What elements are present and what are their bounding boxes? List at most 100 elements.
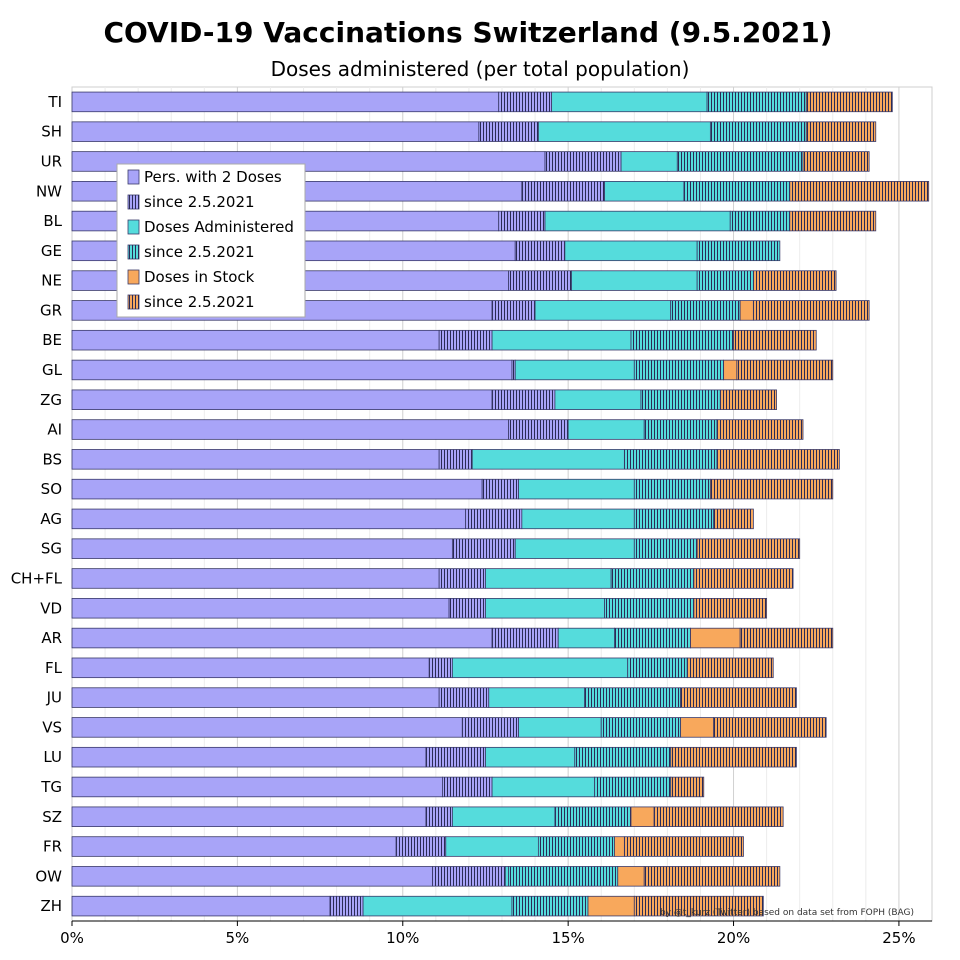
bar-segment-hatch xyxy=(462,717,519,738)
bar-segment xyxy=(485,747,575,768)
bar-segment-hatch xyxy=(439,687,489,708)
bar-segment-hatch xyxy=(627,657,688,678)
bar-segment-hatch xyxy=(439,568,486,589)
bar-segment xyxy=(363,896,512,916)
legend-label: Doses Administered xyxy=(144,218,294,236)
bar-segment-hatch xyxy=(654,806,784,827)
category-label: CH+FL xyxy=(11,569,63,587)
bar-segment-hatch xyxy=(574,747,671,768)
bar-segment xyxy=(518,717,602,738)
bar-segment-hatch xyxy=(634,479,711,499)
bar-segment-outline xyxy=(789,181,930,202)
bar-segment-hatch xyxy=(624,836,744,857)
bar-segment-outline xyxy=(805,121,877,142)
bar-segment-hatch xyxy=(604,598,694,619)
bar-segment xyxy=(614,836,625,857)
bar-segment xyxy=(723,360,737,380)
category-label: JU xyxy=(46,689,62,707)
bar-segment xyxy=(472,449,625,470)
bar-segment xyxy=(72,360,512,380)
x-tick-label: 20% xyxy=(717,929,750,947)
bar-segment xyxy=(740,300,754,321)
bar-segment-outline xyxy=(686,657,774,679)
bar-segment xyxy=(72,717,463,738)
legend-swatch-hatch xyxy=(128,245,139,259)
category-label: OW xyxy=(35,867,62,885)
category-label: FR xyxy=(43,838,62,856)
bar-segment xyxy=(518,479,635,499)
category-label: VS xyxy=(42,718,62,736)
bar-segment xyxy=(551,92,708,112)
bar-segment-hatch xyxy=(425,747,486,768)
bar-segment-outline xyxy=(713,717,827,738)
x-tick-label: 0% xyxy=(60,929,84,947)
bar-segment-hatch xyxy=(432,866,506,887)
bar-segment-hatch xyxy=(806,121,876,142)
bar-segment-hatch xyxy=(789,181,929,202)
bar-segment-hatch xyxy=(538,836,615,857)
bar-segment-hatch xyxy=(439,449,473,470)
bar-segment xyxy=(72,121,479,142)
bar-segment-outline xyxy=(739,627,834,649)
bar-segment-hatch xyxy=(611,568,694,589)
bar-segment xyxy=(604,181,684,202)
bar-segment-hatch xyxy=(492,389,555,410)
bar-segment-hatch xyxy=(482,479,519,499)
bar-segment-hatch xyxy=(554,806,631,827)
bar-segment xyxy=(488,687,585,708)
bar-segment-hatch xyxy=(697,270,754,291)
bar-segment-hatch xyxy=(806,92,893,112)
bar-segment-hatch xyxy=(449,598,486,619)
bar-segment xyxy=(72,836,397,857)
bar-segment xyxy=(72,479,483,499)
legend-swatch xyxy=(127,269,140,285)
bar-segment-hatch xyxy=(680,687,797,708)
bar-segment xyxy=(72,777,443,797)
category-label: AG xyxy=(40,510,62,528)
bar-segment-hatch xyxy=(697,240,780,261)
bar-segment-hatch xyxy=(697,538,800,559)
category-label: SZ xyxy=(42,808,62,826)
bar-segment-hatch xyxy=(640,389,721,410)
bar-segment-outline xyxy=(802,151,870,172)
bar-segment-hatch xyxy=(720,389,777,410)
bar-segment-outline xyxy=(713,508,754,530)
bar-segment-hatch xyxy=(753,270,837,291)
bar-segment xyxy=(521,509,635,529)
bar-segment-outline xyxy=(719,389,777,410)
credit-text: by @t_kurz (Twitter) based on data set f… xyxy=(660,908,914,918)
bar-segment-outline xyxy=(680,687,797,708)
legend-swatch xyxy=(127,169,140,185)
bar-segment-outline xyxy=(693,598,768,619)
bar-segment xyxy=(492,330,631,351)
category-label: VD xyxy=(40,599,62,617)
bar-segment xyxy=(515,538,635,559)
category-label: GR xyxy=(40,301,62,319)
bar-segment-hatch xyxy=(508,270,572,291)
bar-segment-hatch xyxy=(429,657,453,678)
category-label: TI xyxy=(47,93,62,111)
bar-segment xyxy=(72,866,433,887)
bar-segment xyxy=(568,419,645,440)
bar-segment-hatch xyxy=(730,211,790,231)
category-label: ZG xyxy=(40,391,62,409)
bar-segment xyxy=(492,777,595,797)
bar-segment-hatch xyxy=(614,628,691,648)
bar-segment xyxy=(485,598,605,619)
category-label: UR xyxy=(41,152,62,170)
bar-segment xyxy=(545,211,731,231)
bar-segment-hatch xyxy=(717,449,840,470)
bar-segment xyxy=(621,151,678,172)
bar-segment-hatch xyxy=(634,538,698,559)
bar-segment xyxy=(72,389,493,410)
category-label: BS xyxy=(42,450,62,468)
category-label: FL xyxy=(45,659,63,677)
bar-segment-hatch xyxy=(634,896,764,916)
category-label: LU xyxy=(43,748,62,766)
bar-segment-hatch xyxy=(670,747,797,768)
bar-segment-hatch xyxy=(498,92,552,112)
category-label: SH xyxy=(41,123,62,141)
legend: Pers. with 2 Doses since 2.5.2021 Doses Ad… xyxy=(116,163,306,318)
bar-segment xyxy=(631,806,655,827)
bar-segment-hatch xyxy=(498,211,545,231)
